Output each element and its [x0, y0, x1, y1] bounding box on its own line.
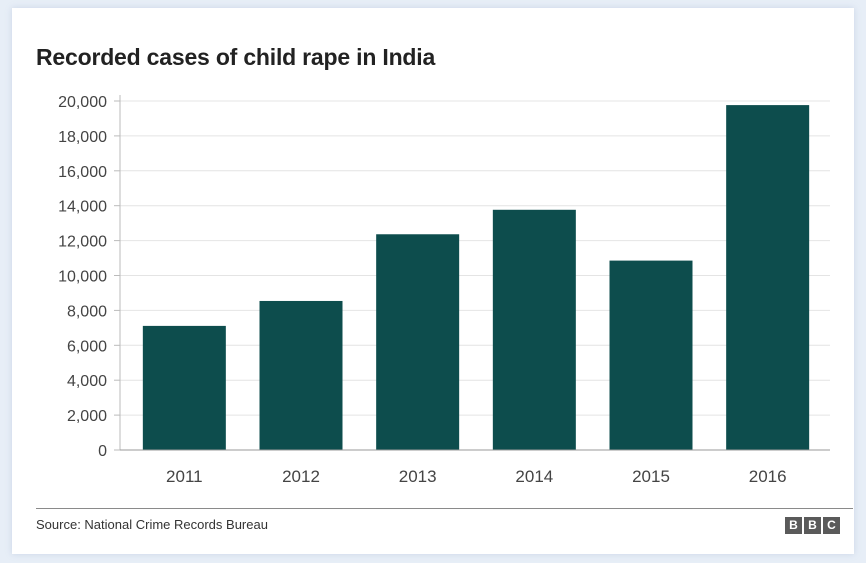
- y-tick-label: 6,000: [67, 338, 107, 355]
- bar-chart: 0 2,000 4,000 6,000 8,000 10,000 12,000 14,000 1…: [58, 94, 830, 486]
- y-tick-label: 16,000: [58, 164, 107, 181]
- bar-2015: [609, 260, 693, 450]
- bar-2013: [376, 234, 460, 450]
- logo-letter: B: [804, 517, 821, 534]
- logo-letter: C: [823, 517, 840, 534]
- bar-2012: [259, 300, 343, 450]
- x-tick-label: 2015: [632, 467, 670, 486]
- footer-divider: [36, 508, 853, 509]
- y-tick-label: 4,000: [67, 373, 107, 390]
- bbc-logo: B B C: [785, 517, 840, 534]
- y-tick-label: 20,000: [58, 94, 107, 111]
- chart-card: Recorded cases of child rape in India 0 2…: [12, 8, 854, 554]
- y-tick-label: 18,000: [58, 129, 107, 146]
- x-tick-label: 2013: [399, 467, 437, 486]
- y-tick-label: 8,000: [67, 303, 107, 320]
- bar-2016: [726, 105, 810, 450]
- y-tick-label: 14,000: [58, 199, 107, 216]
- bar-2014: [492, 209, 576, 450]
- x-tick-label: 2011: [166, 467, 203, 486]
- logo-letter: B: [785, 517, 802, 534]
- x-tick-label: 2014: [515, 467, 553, 486]
- y-tick-label: 10,000: [58, 269, 107, 286]
- x-tick-label: 2012: [282, 467, 320, 486]
- bar-2011: [142, 325, 226, 450]
- source-note: Source: National Crime Records Bureau: [36, 517, 268, 532]
- y-tick-label: 2,000: [67, 408, 107, 425]
- chart-title: Recorded cases of child rape in India: [36, 44, 436, 70]
- y-tick-label: 12,000: [58, 234, 107, 251]
- x-tick-label: 2016: [749, 467, 787, 486]
- y-tick-label: 0: [98, 443, 107, 460]
